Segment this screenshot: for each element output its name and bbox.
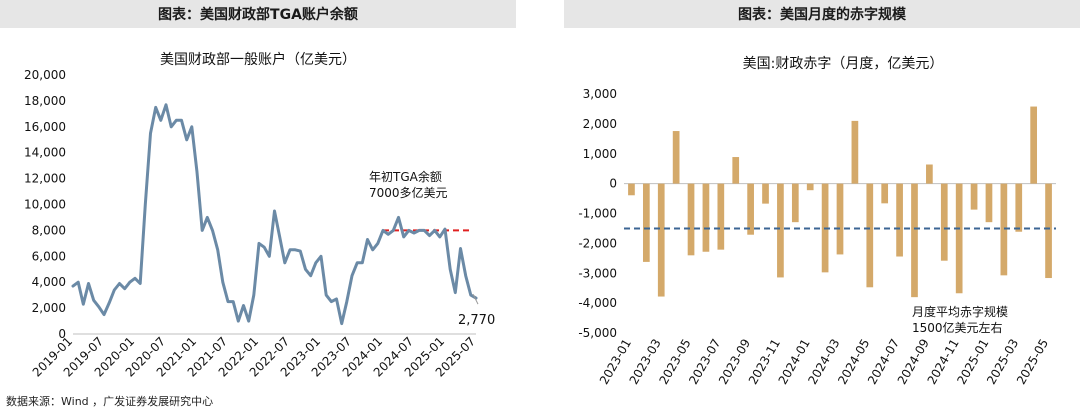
deficit-bar xyxy=(985,183,993,223)
deficit-bar xyxy=(806,183,814,191)
deficit-y-tick-label: -5,000 xyxy=(578,326,617,340)
tga-annotation-line1: 年初TGA余额 xyxy=(369,169,442,184)
tga-y-tick-label: 6,000 xyxy=(32,249,66,263)
deficit-annotation-line2: 1500亿美元左右 xyxy=(912,320,1003,335)
deficit-y-tick-label: -3,000 xyxy=(578,266,617,280)
deficit-bar xyxy=(702,183,710,252)
deficit-bar xyxy=(1045,183,1052,279)
deficit-y-tick-label: 0 xyxy=(609,177,617,191)
deficit-bar xyxy=(926,164,933,184)
left-panel-header: 图表：美国财政部TGA账户余额 xyxy=(0,0,516,28)
tga-y-tick-label: 2,000 xyxy=(32,301,66,315)
tga-y-tick-label: 16,000 xyxy=(24,120,66,134)
tga-end-label-leader xyxy=(472,293,479,305)
tga-balance-series-line xyxy=(71,103,478,326)
source-note: 数据来源：Wind ，广发证券发展研究中心 xyxy=(6,395,214,408)
deficit-bar xyxy=(777,183,784,278)
deficit-bar xyxy=(687,183,695,256)
tga-annotation-line2: 7000多亿美元 xyxy=(369,185,448,200)
tga-y-tick-label: 10,000 xyxy=(24,198,66,212)
deficit-bar xyxy=(866,183,874,288)
deficit-bar xyxy=(762,183,769,204)
deficit-bar xyxy=(628,183,635,196)
deficit-bar xyxy=(896,183,903,257)
deficit-bar xyxy=(1015,183,1023,232)
deficit-bar xyxy=(881,183,889,204)
deficit-y-tick-label: -2,000 xyxy=(578,236,617,250)
deficit-bar xyxy=(1030,106,1038,184)
deficit-bar xyxy=(955,183,963,294)
deficit-bar xyxy=(717,183,725,250)
deficit-bar xyxy=(1000,183,1008,276)
deficit-y-tick-label: 3,000 xyxy=(583,87,617,101)
tga-y-tick-label: 0 xyxy=(58,327,66,341)
tga-y-tick-label: 14,000 xyxy=(24,146,66,160)
deficit-y-tick-label: 2,000 xyxy=(583,117,617,131)
tga-y-tick-label: 20,000 xyxy=(24,68,66,82)
deficit-bar xyxy=(970,183,978,210)
deficit-chart-title: 美国:财政赤字（月度，亿美元） xyxy=(743,56,944,72)
deficit-bar xyxy=(851,120,859,184)
deficit-bar xyxy=(672,131,680,184)
deficit-chart: 美国:财政赤字（月度，亿美元） -5,000 -4,000 -3,000 -2,000… xyxy=(578,56,1056,387)
deficit-bar xyxy=(940,183,948,261)
deficit-bar xyxy=(791,183,799,223)
tga-balance-chart: 美国财政部一般账户（亿美元） 0 2,000 4,000 6,000 8,000 10,0… xyxy=(24,51,495,380)
deficit-bar xyxy=(732,157,740,184)
tga-chart-title: 美国财政部一般账户（亿美元） xyxy=(160,51,356,68)
tga-y-tick-label: 18,000 xyxy=(24,94,66,108)
tga-y-tick-label: 8,000 xyxy=(32,223,66,237)
deficit-bar xyxy=(747,183,754,235)
right-panel-header: 图表：美国月度的赤字规模 xyxy=(564,0,1080,28)
deficit-y-tick-label: -1,000 xyxy=(578,207,617,221)
deficit-bar xyxy=(642,183,650,262)
tga-end-label: 2,770 xyxy=(458,313,495,328)
deficit-y-tick-label: -4,000 xyxy=(578,296,617,310)
deficit-bar xyxy=(836,183,844,255)
deficit-y-tick-label: 1,000 xyxy=(583,147,617,161)
deficit-bar xyxy=(657,183,665,297)
deficit-annotation-line1: 月度平均赤字规模 xyxy=(912,304,1008,319)
deficit-bar xyxy=(911,183,918,298)
tga-y-tick-label: 4,000 xyxy=(32,275,66,289)
tga-y-tick-label: 12,000 xyxy=(24,172,66,186)
